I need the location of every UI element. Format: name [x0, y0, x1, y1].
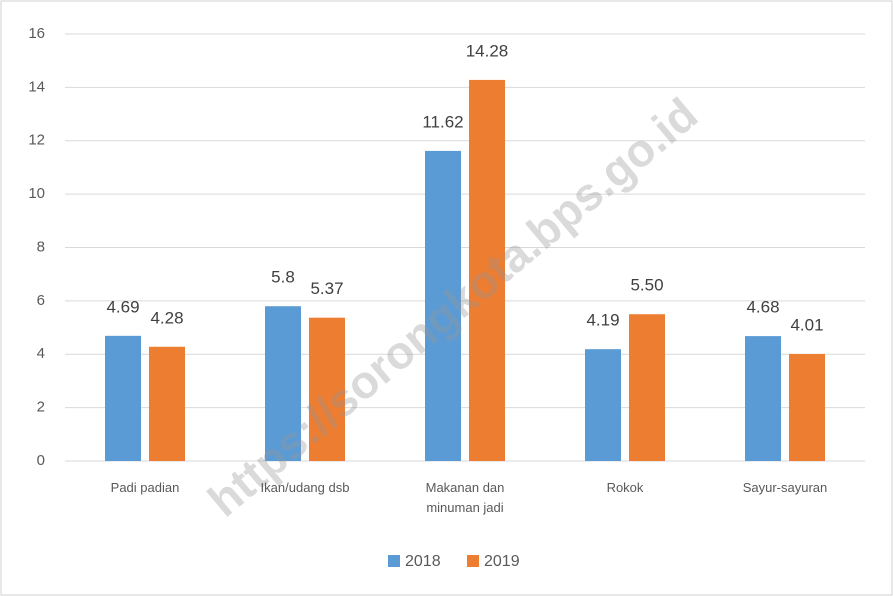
bar [629, 314, 665, 461]
data-label: 4.68 [746, 298, 779, 317]
y-tick-label: 2 [37, 399, 45, 416]
y-tick-label: 8 [37, 238, 45, 255]
data-label: 14.28 [466, 41, 509, 60]
bar [789, 353, 825, 461]
x-tick-label: Makanan dan minuman jadi [425, 480, 505, 515]
legend-label: 2019 [484, 553, 520, 570]
bar [265, 306, 301, 461]
bar [149, 346, 185, 461]
bar [585, 349, 621, 461]
y-tick-label: 10 [28, 185, 45, 202]
data-label: 4.69 [106, 297, 139, 316]
bar [469, 79, 505, 461]
data-label: 11.62 [422, 112, 463, 131]
legend-swatch [467, 555, 479, 567]
y-tick-label: 0 [37, 452, 45, 469]
bar [425, 150, 461, 462]
data-label: 4.01 [790, 315, 823, 334]
x-tick-label: Padi padian [110, 480, 180, 495]
x-tick-label: Ikan/udang dsb [260, 480, 350, 495]
data-label: 5.8 [271, 268, 295, 287]
y-tick-label: 6 [37, 292, 45, 309]
data-label: 4.19 [586, 311, 619, 330]
y-tick-label: 14 [28, 78, 45, 95]
x-tick-label: Rokok [606, 480, 644, 495]
x-tick-label: Sayur-sayuran [742, 480, 828, 495]
data-label: 5.50 [630, 276, 663, 295]
data-label: 4.28 [150, 308, 183, 327]
bar [745, 336, 781, 461]
y-tick-label: 12 [28, 132, 45, 149]
bar [309, 317, 345, 461]
bar [105, 335, 141, 461]
y-tick-label: 4 [37, 345, 45, 362]
legend-swatch [388, 555, 400, 567]
legend-label: 2018 [405, 553, 441, 570]
y-tick-label: 16 [28, 25, 45, 42]
data-label: 5.37 [310, 279, 343, 298]
